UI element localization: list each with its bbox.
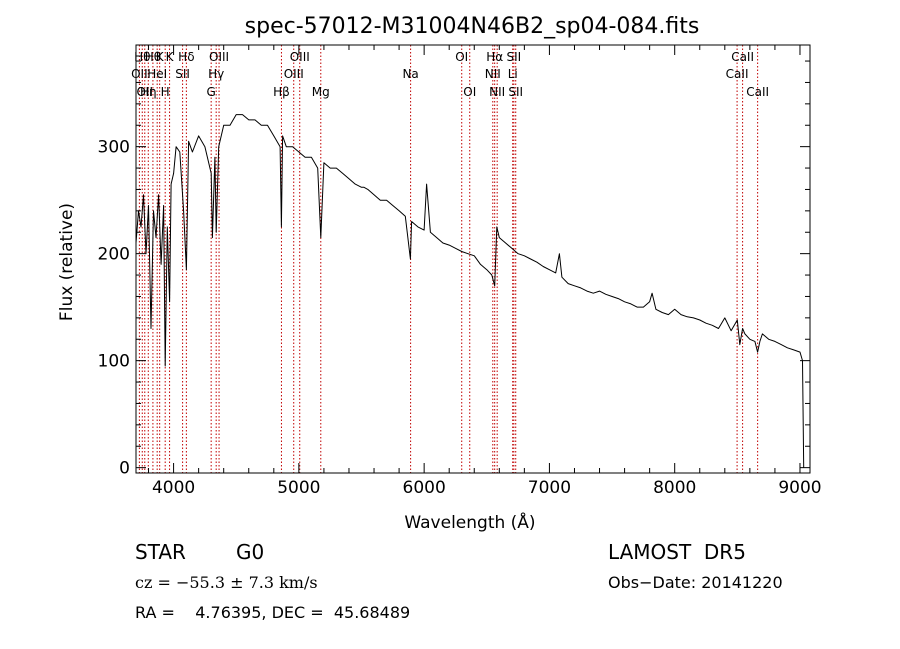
line-label: CaII (746, 85, 769, 99)
line-label: SII (175, 67, 190, 81)
y-axis-ticks: 0 100 200 300 (98, 60, 810, 479)
x-tick-label: 6000 (403, 478, 446, 498)
line-label: Na (402, 67, 418, 81)
x-tick-label: 9000 (778, 478, 821, 498)
line-label: G (207, 85, 216, 99)
line-label: Hβ (273, 85, 290, 99)
object-subclass: G0 (236, 540, 265, 564)
spectrum-series (135, 114, 805, 468)
line-label: HeI (147, 67, 167, 81)
line-label: NII (485, 67, 501, 81)
line-label: Hδ (178, 50, 194, 64)
x-tick-label: 8000 (653, 478, 696, 498)
coordinates: RA = 4.76395, DEC = 45.68489 (135, 603, 411, 622)
line-label: Mg (312, 85, 330, 99)
line-label: Hα (486, 50, 503, 64)
y-tick-label: 200 (98, 245, 130, 265)
chart-title: spec-57012-M31004N46B2_sp04-084.fits (245, 14, 700, 39)
line-label: OI (455, 50, 468, 64)
line-label: OII (131, 67, 148, 81)
line-label: Hθ (145, 50, 161, 64)
line-label: OI (463, 85, 476, 99)
line-label: CaII (731, 50, 754, 64)
x-axis-ticks: 4000 5000 6000 7000 8000 9000 (148, 45, 822, 498)
line-label: H (161, 85, 170, 99)
line-label: CaII (726, 67, 749, 81)
line-label: Hη (140, 85, 157, 99)
x-tick-label: 7000 (528, 478, 571, 498)
x-tick-label: 5000 (277, 478, 320, 498)
y-axis-label: Flux (relative) (57, 203, 77, 321)
plot-frame (135, 44, 811, 474)
line-label: OIII (209, 50, 229, 64)
line-label: OIII (284, 67, 304, 81)
line-label: OIII (290, 50, 310, 64)
line-label: NII (489, 85, 505, 99)
line-label: SII (508, 85, 523, 99)
spectrum-line (135, 114, 805, 468)
line-label: K (156, 50, 165, 64)
observation-date: Obs−Date: 20141220 (608, 573, 783, 592)
line-label: K (166, 50, 175, 64)
survey-name: LAMOST DR5 (608, 540, 746, 564)
line-label: SII (506, 50, 521, 64)
line-label: Li (508, 67, 518, 81)
y-tick-label: 300 (98, 138, 130, 158)
x-axis-label: Wavelength (Å) (404, 511, 535, 533)
line-label: Hγ (208, 67, 224, 81)
line-label: Hθ (134, 50, 150, 64)
emission-line-labels: OIIHθOIIHηHθHeIKHKSIIHδGHγOIIIHβOIIIOIII… (131, 50, 769, 99)
y-tick-label: 100 (98, 352, 130, 372)
x-tick-label: 4000 (152, 478, 195, 498)
redshift-velocity: cz = −55.3 ± 7.3 km/s (135, 573, 318, 592)
emission-line-markers (138, 45, 759, 473)
object-class: STAR (135, 540, 186, 564)
line-label: OII (137, 85, 154, 99)
y-tick-label: 0 (119, 459, 130, 479)
